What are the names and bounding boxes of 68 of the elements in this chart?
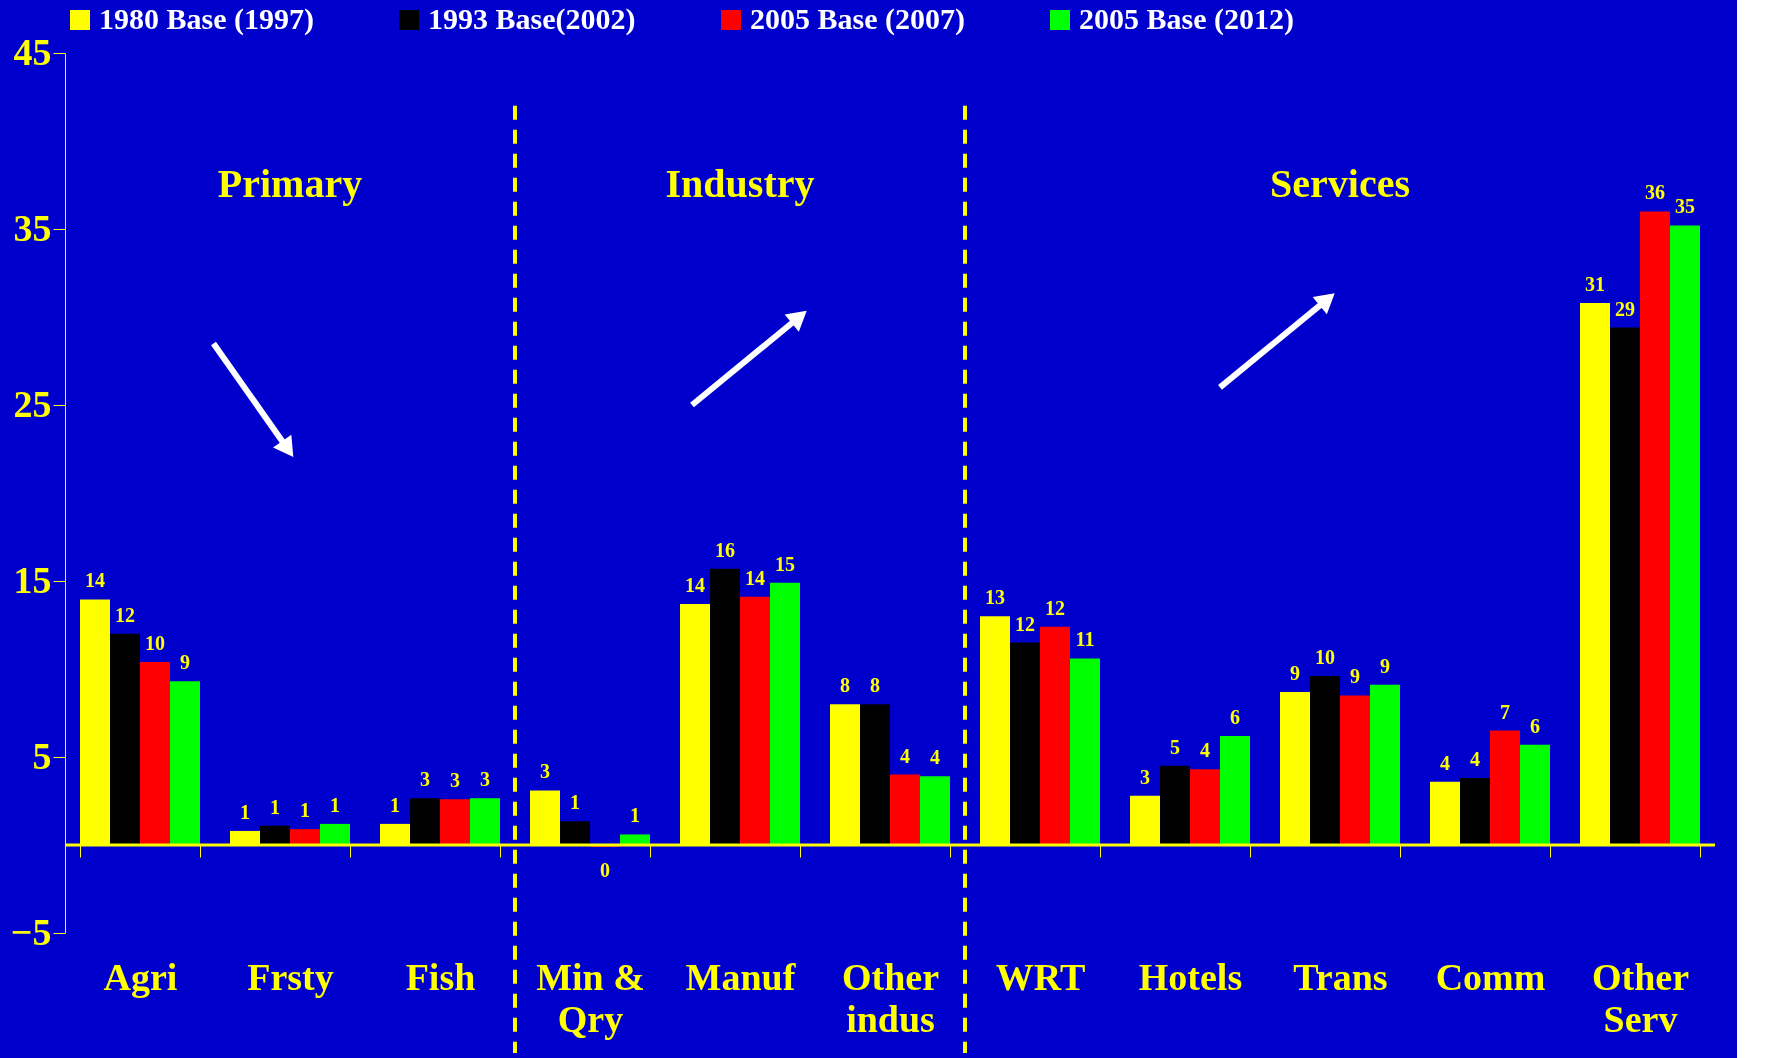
data-label: 4 <box>1440 751 1450 774</box>
data-label: 29 <box>1615 297 1635 320</box>
data-label: 1 <box>570 791 580 814</box>
data-label: 3 <box>540 760 550 783</box>
annotation: Services <box>1270 161 1410 206</box>
y-tick-label: 15 <box>13 558 52 601</box>
data-label: 9 <box>1290 661 1300 684</box>
data-label: 1 <box>630 804 640 827</box>
data-label: 4 <box>1470 748 1480 771</box>
legend-label: 2005 Base (2012) <box>1079 2 1294 36</box>
data-label: 14 <box>745 566 765 589</box>
x-tick-label: Manuf <box>685 955 797 998</box>
data-label: 9 <box>1380 654 1390 677</box>
annotation: Primary <box>217 161 363 206</box>
legend-label: 2005 Base (2007) <box>750 2 965 36</box>
data-label: 14 <box>685 573 705 596</box>
x-tick-label: Comm <box>1435 955 1546 998</box>
x-tick-label: Hotels <box>1138 955 1243 998</box>
data-label: 8 <box>870 674 880 697</box>
data-label: 16 <box>715 538 735 561</box>
x-tick-label: Trans <box>1293 955 1388 998</box>
data-label: 14 <box>85 569 105 592</box>
data-label: 9 <box>1350 665 1360 688</box>
data-label: 1 <box>300 799 310 822</box>
x-tick-label: Other Serv <box>1591 955 1690 1040</box>
data-label: 15 <box>775 552 795 575</box>
data-label: 1 <box>270 795 280 818</box>
data-label: 1 <box>330 793 340 816</box>
data-label: 12 <box>115 603 135 626</box>
y-tick-label: 35 <box>13 206 52 249</box>
data-label: 36 <box>1645 181 1665 204</box>
data-label: 6 <box>1230 705 1240 728</box>
x-tick-label: Frsty <box>247 955 334 998</box>
data-label: 0 <box>600 858 610 881</box>
data-label: 8 <box>840 674 850 697</box>
data-label: 5 <box>1170 735 1180 758</box>
x-tick-label: Fish <box>405 955 476 998</box>
x-tick-label: Min & Qry <box>536 955 645 1040</box>
legend-label: 1980 Base (1997) <box>99 2 314 36</box>
data-label: 3 <box>480 768 490 791</box>
x-tick-label: Agri <box>103 955 178 998</box>
data-label: 7 <box>1500 700 1510 723</box>
data-label: 10 <box>145 631 165 654</box>
data-label: 10 <box>1315 646 1335 669</box>
data-label: 6 <box>1530 714 1540 737</box>
data-label: 9 <box>180 651 190 674</box>
y-tick-label: 45 <box>13 30 52 73</box>
data-label: 11 <box>1075 628 1095 651</box>
legend-label: 1993 Base(2002) <box>428 2 636 36</box>
data-label: 31 <box>1585 272 1605 295</box>
data-label: 3 <box>450 769 460 792</box>
x-tick-label: WRT <box>995 955 1086 998</box>
x-tick-label: Other indus <box>841 955 940 1040</box>
data-label: 12 <box>1015 612 1035 635</box>
data-label: 4 <box>900 744 910 767</box>
data-label: 4 <box>1200 739 1210 762</box>
data-label: 13 <box>985 586 1005 609</box>
data-label: 35 <box>1675 195 1695 218</box>
data-label: 4 <box>930 746 940 769</box>
annotation: Industry <box>665 161 815 206</box>
y-tick-label: −5 <box>10 910 52 953</box>
data-label: 1 <box>240 800 250 823</box>
data-label: 3 <box>420 768 430 791</box>
data-label: 1 <box>390 793 400 816</box>
data-label: 12 <box>1045 596 1065 619</box>
y-tick-label: 25 <box>13 382 52 425</box>
y-tick-label: 5 <box>32 734 52 777</box>
data-label: 3 <box>1140 765 1150 788</box>
